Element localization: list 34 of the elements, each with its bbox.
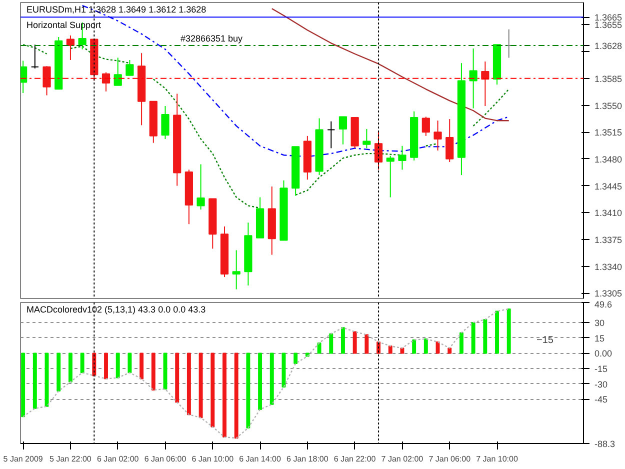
y-tick-label: 1.3340 — [594, 262, 622, 272]
y-tick-label: 1.3375 — [594, 234, 622, 245]
y-tick-label: 1.3550 — [594, 100, 622, 111]
y-tick-label: 1.3628 — [594, 40, 622, 51]
x-tick-label: 7 Jan 06:00 — [428, 454, 472, 464]
x-tick-label: 7 Jan 02:00 — [381, 454, 424, 464]
y-tick-label: 49.6 — [594, 300, 612, 310]
x-tick-label: 6 Jan 14:00 — [239, 454, 282, 464]
x-tick-label: 6 Jan 06:00 — [144, 454, 187, 464]
x-tick-label: 6 Jan 02:00 — [96, 454, 140, 464]
annotation: −15 — [536, 335, 554, 346]
x-tick-label: 5 Jan 22:00 — [50, 454, 92, 464]
y-tick-label: 1.3515 — [594, 128, 622, 138]
y-tick-label: 1.3305 — [594, 288, 622, 299]
x-tick-label: 6 Jan 10:00 — [192, 454, 234, 464]
ref-line-label: #32866351 buy — [180, 33, 244, 44]
y-tick-label: 1.3655 — [594, 20, 622, 30]
y-tick-label: -15 — [594, 364, 608, 374]
x-tick-label: 7 Jan 10:00 — [476, 454, 518, 464]
y-tick-label: 0.00 — [594, 348, 612, 359]
y-tick-label: 30 — [594, 318, 605, 328]
y-tick-label: 1.3410 — [594, 208, 622, 218]
x-tick-label: 6 Jan 22:00 — [334, 454, 376, 464]
x-tick-label: 5 Jan 2009 — [3, 454, 44, 464]
y-tick-label: 1.3665 — [594, 12, 622, 23]
chart-title: MACDcoloredv102 (5,13,1) 43.3 0.0 0.0 43.3 — [26, 304, 206, 314]
y-tick-label: 1.3585 — [594, 74, 622, 84]
y-tick-label: 1.3480 — [594, 154, 622, 164]
y-tick-label: -88.3 — [594, 439, 616, 449]
y-tick-label: -45 — [594, 394, 608, 405]
x-tick-label: 6 Jan 18:00 — [286, 454, 329, 464]
y-tick-label: -30 — [594, 379, 608, 390]
y-tick-label: 15 — [594, 333, 605, 344]
y-tick-label: 1.3445 — [594, 181, 622, 192]
